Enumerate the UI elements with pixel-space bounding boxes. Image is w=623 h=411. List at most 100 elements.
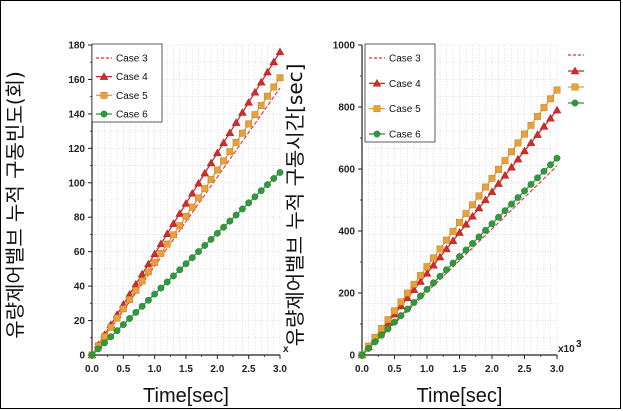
marker-square <box>188 203 196 211</box>
marker-triangle <box>539 122 549 130</box>
marker-triangle <box>137 269 147 278</box>
marker-square <box>462 210 470 218</box>
marker-circle <box>521 187 528 195</box>
legend-item: Case 5 <box>96 91 148 102</box>
marker-square <box>138 277 146 285</box>
legend-label: Case 5 <box>116 91 148 102</box>
marker-triangle <box>99 72 109 80</box>
outer-legend-swatch <box>568 66 584 75</box>
x-tick-label: 3.0 <box>273 364 287 375</box>
marker-triangle <box>162 229 172 237</box>
legend-item: Case 6 <box>96 110 148 121</box>
marker-square <box>170 231 177 239</box>
marker-circle <box>430 279 437 287</box>
marker-square <box>443 236 450 244</box>
marker-circle <box>527 180 535 188</box>
x-tick-label: 1.5 <box>453 364 467 375</box>
marker-square <box>534 113 541 120</box>
marker-triangle <box>461 219 471 228</box>
legend-label: Case 3 <box>389 54 421 65</box>
legend-label: Case 5 <box>389 104 421 115</box>
marker-square <box>132 286 140 294</box>
legend-box <box>364 43 436 143</box>
marker-circle <box>113 327 121 335</box>
marker-square <box>404 289 411 297</box>
marker-square <box>276 74 284 82</box>
legend-item: Case 6 <box>369 130 421 141</box>
x-tick-label: 2.0 <box>485 364 499 375</box>
outer-legend-swatch <box>568 83 584 91</box>
marker-triangle <box>468 211 477 220</box>
marker-circle <box>469 240 476 247</box>
marker-square <box>482 183 489 191</box>
marker-circle <box>571 99 579 107</box>
x-axis-multiplier: x <box>283 344 289 355</box>
marker-square <box>571 83 579 91</box>
chart-1: 0 20 40 60 80 100 120 140 160 180 0.0 0.5 1.0 1.5 2.0 2… <box>3 41 289 408</box>
marker-square <box>257 102 265 109</box>
marker-triangle <box>144 259 153 268</box>
marker-circle <box>182 260 190 268</box>
marker-triangle <box>200 168 210 177</box>
marker-triangle <box>169 219 178 227</box>
y-tick-label: 0 <box>349 351 355 362</box>
marker-square <box>501 157 509 165</box>
x-tick-label: 1.0 <box>420 364 434 375</box>
marker-circle <box>144 296 152 304</box>
marker-circle <box>226 217 234 225</box>
marker-circle <box>358 351 366 359</box>
x-tick-label: 2.5 <box>242 364 256 375</box>
marker-triangle <box>219 138 228 147</box>
legend-box <box>91 43 163 123</box>
marker-square <box>245 120 253 128</box>
marker-square <box>540 104 548 112</box>
marker-triangle <box>372 78 382 87</box>
marker-circle <box>88 351 96 359</box>
marker-square <box>391 307 398 315</box>
legend: Case 3 Case 4 Case 5 Case 6 <box>91 43 163 123</box>
x-axis-multiplier-exponent: 3 <box>576 339 582 350</box>
marker-triangle <box>403 293 412 302</box>
marker-triangle <box>244 98 254 106</box>
y-tick-label: 20 <box>74 316 86 327</box>
y-tick-label: 60 <box>74 247 86 258</box>
marker-circle <box>423 285 431 293</box>
marker-circle <box>534 174 541 182</box>
marker-square <box>113 314 121 322</box>
y-tick-label: 200 <box>338 289 355 300</box>
marker-circle <box>107 333 115 341</box>
marker-square <box>449 227 457 235</box>
marker-triangle <box>455 228 464 236</box>
chart-2: 0 200 400 600 800 1000 0.0 0.5 1.0 1.5 2.0 2.5 3.0 Ti… <box>283 41 584 407</box>
marker-square <box>100 91 108 99</box>
x-tick-label: 3.0 <box>550 364 564 375</box>
marker-circle <box>547 161 554 169</box>
y-tick-label: 400 <box>338 227 355 238</box>
marker-triangle <box>231 118 241 126</box>
marker-circle <box>365 345 372 352</box>
marker-square <box>508 148 515 156</box>
marker-triangle <box>263 67 272 76</box>
marker-triangle <box>442 244 451 253</box>
marker-triangle <box>487 187 497 195</box>
marker-circle <box>501 207 509 215</box>
y-tick-label: 140 <box>68 109 85 120</box>
marker-triangle <box>212 148 222 157</box>
marker-square <box>423 263 431 271</box>
y-tick-label: 160 <box>68 75 85 86</box>
marker-square <box>119 305 127 313</box>
marker-square <box>201 185 209 193</box>
y-tick-label: 1000 <box>333 41 356 52</box>
marker-circle <box>264 181 271 189</box>
marker-square <box>213 166 221 174</box>
marker-square <box>182 212 190 220</box>
marker-square <box>547 95 554 103</box>
marker-square <box>514 139 522 147</box>
marker-square <box>378 325 385 332</box>
y-tick-label: 800 <box>338 103 355 114</box>
x-tick-label: 2.5 <box>518 364 532 375</box>
legend: Case 3 Case 4 Case 5 Case 6 <box>364 43 436 143</box>
marker-square <box>495 166 502 173</box>
marker-circle <box>514 194 522 201</box>
